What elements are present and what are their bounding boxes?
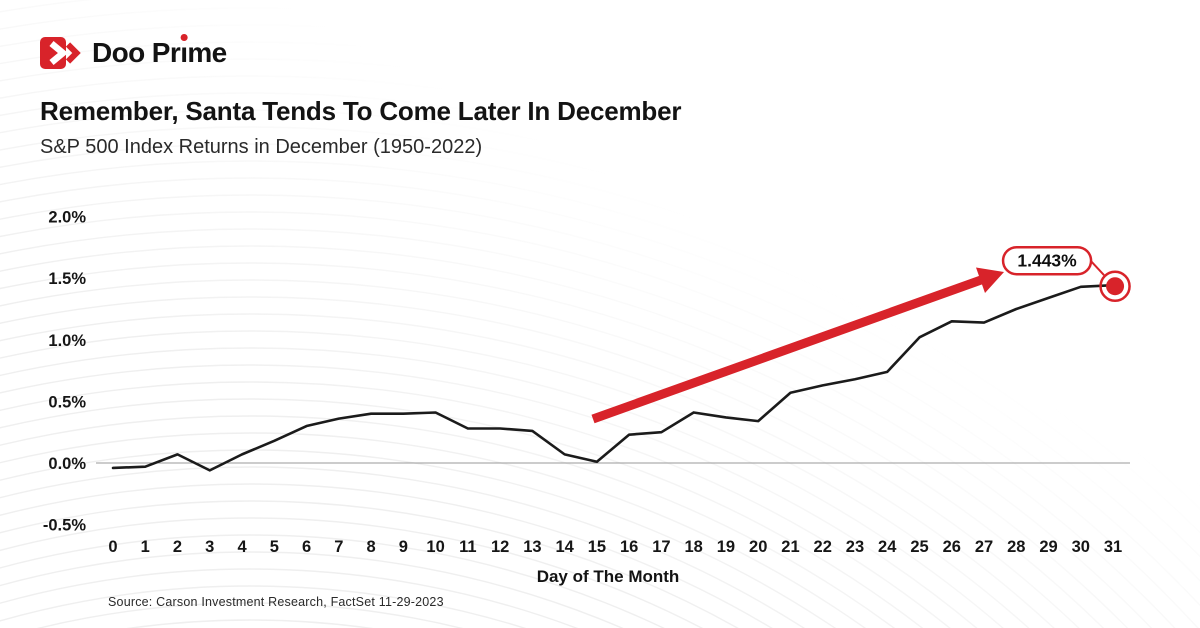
trend-arrow-head <box>976 267 1004 293</box>
x-tick-label: 23 <box>846 538 864 556</box>
x-tick-label: 16 <box>620 538 638 556</box>
y-tick-label: 1.5% <box>48 270 86 288</box>
sp500-december-return-line <box>111 283 1115 472</box>
x-tick-label: 5 <box>270 538 279 556</box>
x-tick-label: 3 <box>205 538 214 556</box>
y-tick-label: 0.0% <box>48 455 86 473</box>
x-tick-label: 25 <box>910 538 928 556</box>
x-tick-label: 1 <box>141 538 150 556</box>
x-tick-label: 10 <box>426 538 444 556</box>
x-tick-label: 4 <box>237 538 247 556</box>
x-tick-label: 0 <box>108 538 117 556</box>
y-tick-label: 2.0% <box>48 209 86 227</box>
y-tick-label: -0.5% <box>43 517 86 535</box>
x-tick-label: 30 <box>1072 538 1090 556</box>
y-tick-label: 0.5% <box>48 393 86 411</box>
x-tick-label: 24 <box>878 538 897 556</box>
x-tick-label: 31 <box>1104 538 1122 556</box>
x-tick-label: 8 <box>366 538 375 556</box>
x-tick-label: 20 <box>749 538 767 556</box>
endpoint-ring <box>1099 270 1131 302</box>
x-tick-label: 15 <box>588 538 606 556</box>
page-title: Remember, Santa Tends To Come Later In D… <box>40 96 682 126</box>
x-tick-label: 18 <box>685 538 703 556</box>
source-note: Source: Carson Investment Research, Fact… <box>108 595 444 609</box>
x-tick-label: 28 <box>1007 538 1025 556</box>
x-axis-title: Day of The Month <box>536 567 680 586</box>
x-tick-label: 9 <box>399 538 408 556</box>
x-tick-label: 17 <box>652 538 670 556</box>
x-tick-label: 7 <box>334 538 343 556</box>
annotation-connector <box>1090 260 1105 276</box>
x-tick-label: 22 <box>814 538 832 556</box>
page-subtitle: S&P 500 Index Returns in December (1950-… <box>40 136 483 158</box>
x-tick-label: 6 <box>302 538 311 556</box>
x-tick-label: 2 <box>173 538 182 556</box>
doo-prime-logo-icon <box>40 37 81 69</box>
x-tick-label: 13 <box>523 538 541 556</box>
x-tick-label: 26 <box>943 538 961 556</box>
y-tick-label: 1.0% <box>48 332 86 350</box>
endpoint-dot <box>1106 277 1125 296</box>
doo-prime-logo: Doo Prıme <box>40 36 227 70</box>
x-tick-label: 14 <box>555 538 574 556</box>
x-tick-label: 29 <box>1039 538 1057 556</box>
x-tick-label: 12 <box>491 538 509 556</box>
x-tick-label: 21 <box>781 538 799 556</box>
logo-i-red-dot: ı <box>180 37 188 68</box>
annotation-pill <box>1001 245 1093 276</box>
annotation-label: 1.443% <box>1017 251 1077 271</box>
trend-arrow-shaft <box>591 275 983 424</box>
logo-text: Doo Prıme <box>92 37 227 68</box>
x-tick-label: 27 <box>975 538 993 556</box>
x-tick-label: 19 <box>717 538 735 556</box>
x-tick-label: 11 <box>459 538 476 556</box>
